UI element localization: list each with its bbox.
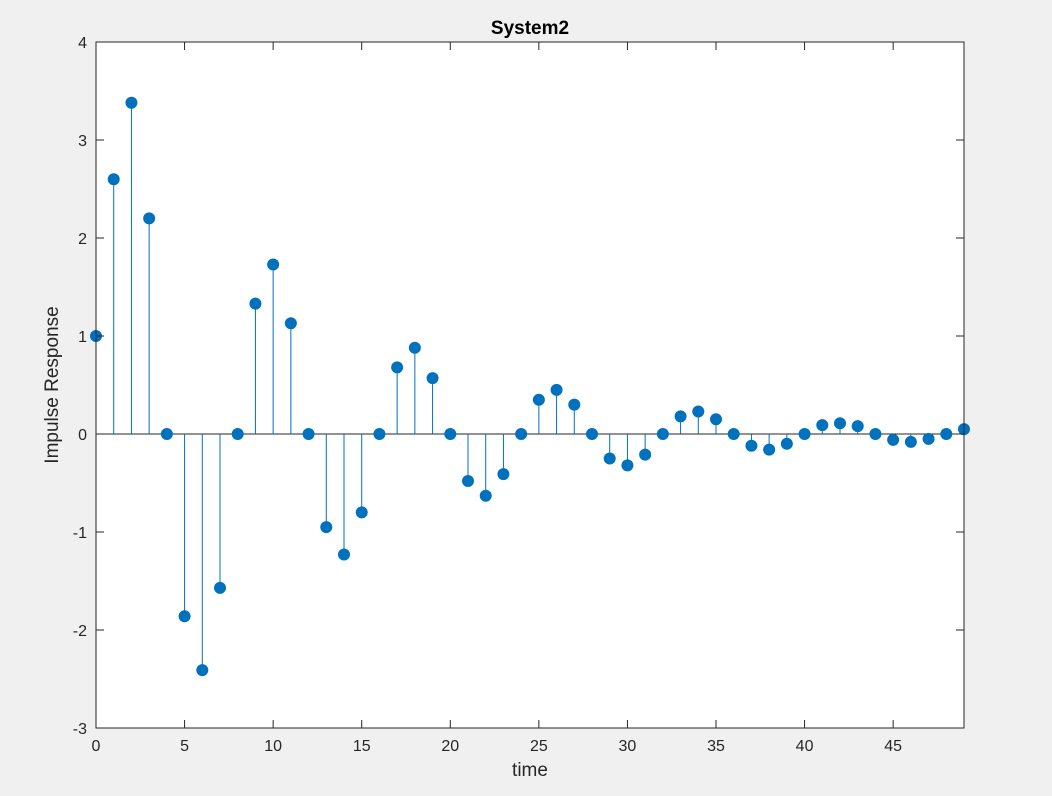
plot-area	[96, 42, 964, 728]
data-point-41	[816, 419, 829, 432]
x-tick-label-25: 25	[530, 738, 548, 755]
x-tick-label-0: 0	[92, 738, 101, 755]
x-tick-label-30: 30	[619, 738, 637, 755]
data-point-16	[373, 428, 386, 440]
data-point-9	[249, 297, 262, 310]
x-axis-label: time	[512, 760, 548, 781]
data-point-30	[621, 459, 634, 472]
x-tick-label-40: 40	[796, 738, 814, 755]
data-point-40	[798, 428, 811, 440]
data-point-4	[160, 428, 173, 440]
y-tick-label-1: 1	[78, 329, 87, 346]
y-axis-ticks: -3 -2 -1 0 1 2 3 4	[73, 35, 964, 738]
data-point-22	[479, 489, 492, 502]
x-tick-label-15: 15	[353, 738, 371, 755]
y-axis-label: Impulse Response	[42, 306, 63, 463]
data-point-25	[532, 393, 545, 406]
data-point-33	[674, 410, 687, 423]
data-point-5	[178, 610, 191, 623]
data-point-38	[763, 443, 776, 456]
data-point-17	[391, 361, 404, 374]
y-tick-label--3: -3	[73, 721, 87, 738]
data-point-29	[603, 452, 616, 465]
data-point-7	[214, 581, 226, 594]
data-point-11	[284, 317, 297, 330]
data-point-26	[550, 383, 563, 396]
x-tick-label-35: 35	[707, 738, 725, 755]
data-point-13	[320, 521, 333, 534]
data-point-15	[355, 506, 368, 519]
data-point-8	[231, 428, 244, 440]
data-point-35	[710, 413, 722, 426]
x-tick-label-45: 45	[884, 738, 902, 755]
y-tick-label--1: -1	[73, 525, 87, 542]
data-point-2	[125, 96, 138, 109]
data-point-48	[940, 428, 953, 440]
y-tick-label-3: 3	[78, 133, 87, 150]
data-point-39	[780, 437, 793, 450]
x-tick-label-20: 20	[441, 738, 459, 755]
data-point-23	[497, 468, 510, 481]
y-tick-label-2: 2	[78, 231, 87, 248]
data-point-37	[745, 439, 758, 452]
data-point-1	[107, 173, 120, 186]
data-point-45	[887, 433, 900, 446]
data-point-44	[869, 428, 882, 440]
data-point-6	[196, 664, 209, 677]
data-point-46	[904, 435, 917, 448]
data-point-28	[586, 428, 598, 440]
marker-series	[90, 96, 970, 677]
data-point-27	[568, 398, 581, 411]
y-tick-label-0: 0	[78, 427, 87, 444]
x-tick-label-10: 10	[264, 738, 282, 755]
data-point-14	[338, 548, 350, 561]
data-point-19	[426, 372, 439, 385]
data-point-10	[267, 258, 280, 271]
data-point-42	[834, 417, 846, 430]
data-point-3	[143, 212, 156, 225]
data-point-21	[462, 475, 474, 488]
x-axis-ticks: 0 5 10 15 20 25 30 35 40 45	[92, 42, 902, 755]
data-point-20	[444, 428, 457, 440]
data-point-18	[408, 341, 421, 354]
data-point-34	[692, 405, 705, 418]
data-point-12	[302, 428, 315, 440]
data-point-36	[727, 428, 740, 440]
chart-title: System2	[491, 18, 569, 39]
axes-box	[95, 41, 965, 729]
y-tick-label-4: 4	[78, 35, 87, 52]
data-point-43	[851, 420, 864, 433]
data-point-32	[656, 428, 669, 440]
y-tick-label--2: -2	[73, 623, 87, 640]
data-point-31	[639, 448, 652, 461]
data-point-47	[922, 432, 935, 445]
data-point-24	[515, 428, 528, 440]
x-tick-label-5: 5	[180, 738, 189, 755]
